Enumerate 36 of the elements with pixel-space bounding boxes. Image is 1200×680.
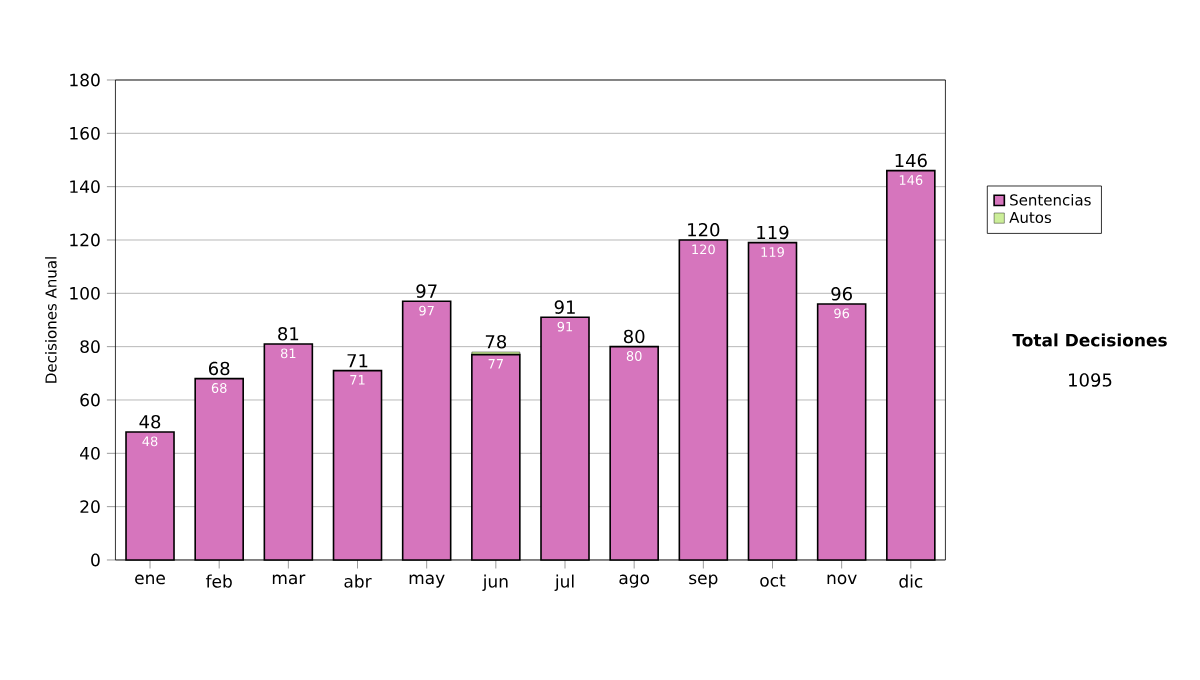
y-tick-label: 40 [80, 446, 100, 460]
total-label: 78 [485, 334, 507, 349]
total-label: 68 [208, 361, 230, 376]
text: 1095 [1069, 373, 1112, 387]
x-tick-label: nov [827, 574, 857, 585]
y-tick-label: 60 [80, 393, 100, 407]
x-tick-label: may [409, 574, 445, 588]
x-tick-label: feb [205, 574, 232, 588]
y-tick-label: 80 [80, 340, 100, 354]
x-tick-label: ene [135, 574, 165, 585]
y-tick-label: 180 [70, 73, 100, 87]
text: Total Decisiones [1012, 333, 1167, 347]
y-tick-label: 160 [70, 126, 100, 140]
x-tick-label: abr [344, 574, 372, 588]
total-label: 81 [278, 326, 299, 341]
total-label: 96 [831, 286, 852, 301]
y-tick-label: 0 [91, 553, 100, 567]
y-tick-label: 140 [70, 180, 100, 194]
x-tick-label: jul [554, 574, 574, 592]
x-tick-label: oct [760, 574, 786, 587]
total-label: 120 [688, 222, 720, 237]
y-tick-label: 100 [70, 286, 100, 300]
x-tick-label: ago [619, 574, 650, 588]
x-tick-label: jun [482, 574, 508, 592]
total-label: 48 [139, 414, 161, 429]
y-tick-label: 20 [80, 500, 100, 514]
x-tick-label: sep [689, 574, 718, 588]
total-label: 80 [623, 329, 645, 344]
total-label: 91 [554, 300, 575, 314]
total-label: 97 [416, 284, 437, 298]
y-tick-label: 120 [70, 233, 100, 247]
total-label: 119 [757, 225, 789, 240]
total-label: 71 [347, 354, 368, 368]
x-tick-label: mar [272, 574, 306, 585]
total-label: 146 [895, 153, 927, 168]
x-tick-label: dic [899, 574, 923, 588]
